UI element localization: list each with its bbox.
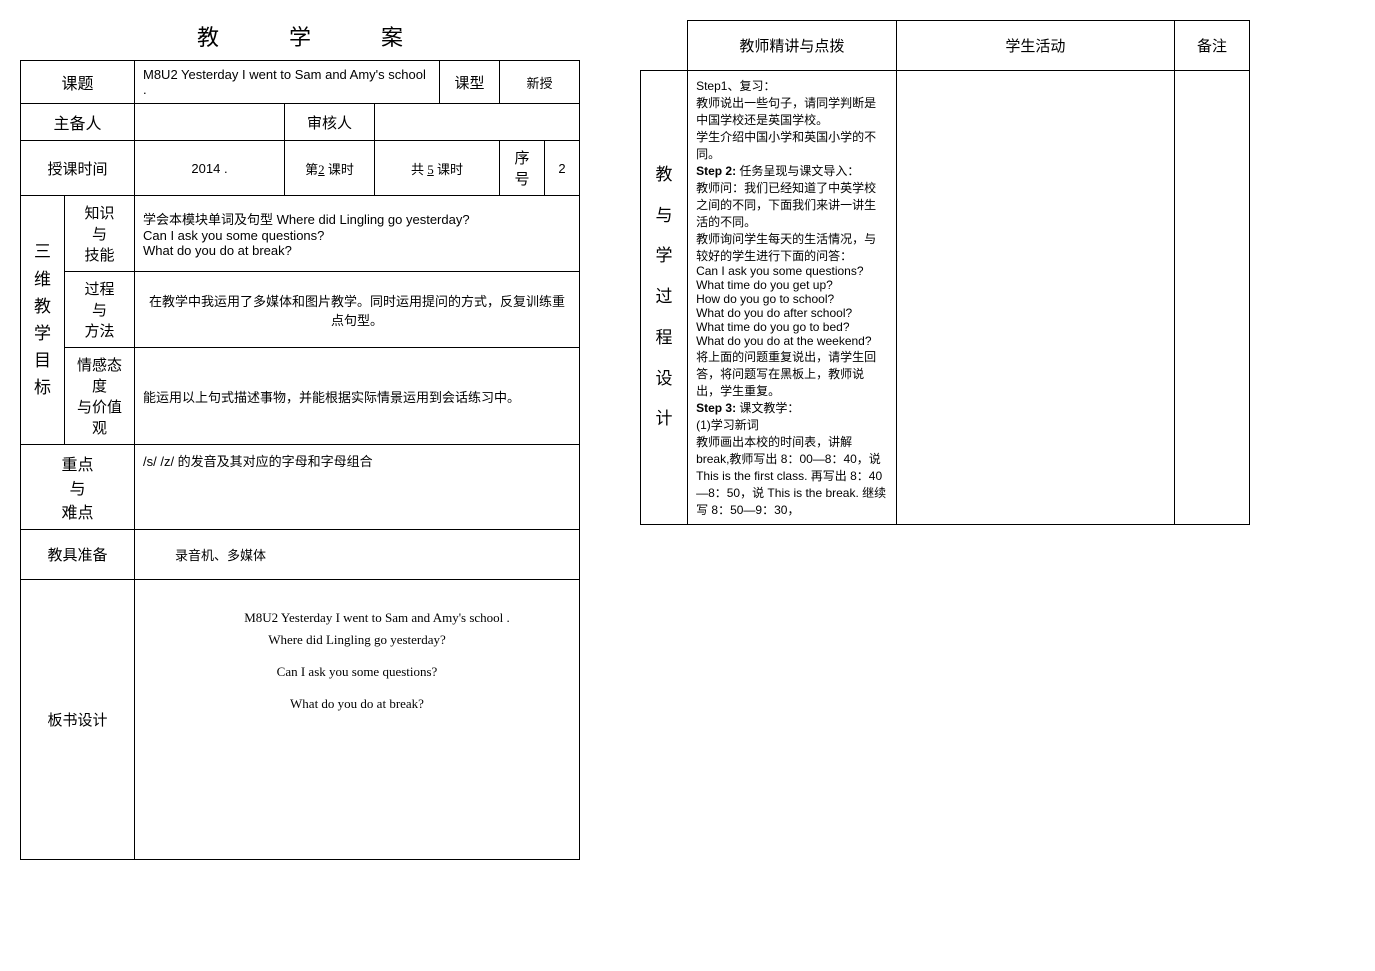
reviewer-value — [375, 104, 580, 141]
keypoint-text: /s/ /z/ 的发音及其对应的字母和字母组合 — [135, 445, 580, 530]
doc-title: 教 学 案 — [20, 20, 580, 52]
row-preparer: 主备人 审核人 — [21, 104, 580, 141]
body-row: 教与学过程设计 Step1、复习： 教师说出一些句子，请同学判断是中国学校还是英… — [641, 71, 1250, 525]
time-year: 2014 . — [135, 141, 285, 196]
knowledge-text: 学会本模块单词及句型 Where did Lingling go yesterd… — [135, 196, 580, 272]
header-row: 教师精讲与点拨 学生活动 备注 — [641, 21, 1250, 71]
row-attitude: 情感态度 与价值观 能运用以上句式描述事物，并能根据实际情景运用到会话练习中。 — [21, 348, 580, 445]
left-page: 教 学 案 课题 M8U2 Yesterday I went to Sam an… — [20, 20, 580, 860]
col-student: 学生活动 — [896, 21, 1174, 71]
tools-text: 录音机、多媒体 — [135, 530, 580, 580]
keypoint-label: 重点 与 难点 — [21, 445, 135, 530]
seq-value: 2 — [545, 141, 580, 196]
period-cell: 第2 课时 — [285, 141, 375, 196]
preparer-label: 主备人 — [21, 104, 135, 141]
student-content — [896, 71, 1174, 525]
preparer-value — [135, 104, 285, 141]
row-time: 授课时间 2014 . 第2 课时 共 5 课时 序号 2 — [21, 141, 580, 196]
tools-label: 教具准备 — [21, 530, 135, 580]
attitude-label: 情感态度 与价值观 — [65, 348, 135, 445]
row-knowledge: 三维教学目标 知识 与 技能 学会本模块单词及句型 Where did Ling… — [21, 196, 580, 272]
knowledge-label: 知识 与 技能 — [65, 196, 135, 272]
seq-label: 序号 — [500, 141, 545, 196]
board-label: 板书设计 — [21, 580, 135, 860]
side-label: 教与学过程设计 — [641, 71, 688, 525]
col-teacher: 教师精讲与点拨 — [688, 21, 897, 71]
type-value: 新授 — [500, 61, 580, 104]
total-cell: 共 5 课时 — [375, 141, 500, 196]
topic-value: M8U2 Yesterday I went to Sam and Amy's s… — [135, 61, 440, 104]
time-label: 授课时间 — [21, 141, 135, 196]
right-page: 教师精讲与点拨 学生活动 备注 教与学过程设计 Step1、复习： 教师说出一些… — [640, 20, 1250, 860]
row-keypoint: 重点 与 难点 /s/ /z/ 的发音及其对应的字母和字母组合 — [21, 445, 580, 530]
row-tools: 教具准备 录音机、多媒体 — [21, 530, 580, 580]
process-label: 过程 与 方法 — [65, 272, 135, 348]
attitude-text: 能运用以上句式描述事物，并能根据实际情景运用到会话练习中。 — [135, 348, 580, 445]
lesson-plan-table: 课题 M8U2 Yesterday I went to Sam and Amy'… — [20, 60, 580, 860]
row-board: 板书设计 M8U2 Yesterday I went to Sam and Am… — [21, 580, 580, 860]
topic-label: 课题 — [21, 61, 135, 104]
board-content: M8U2 Yesterday I went to Sam and Amy's s… — [135, 580, 580, 860]
row-process: 过程 与 方法 在教学中我运用了多媒体和图片教学。同时运用提问的方式，反复训练重… — [21, 272, 580, 348]
goal-col: 三维教学目标 — [21, 196, 65, 445]
row-topic: 课题 M8U2 Yesterday I went to Sam and Amy'… — [21, 61, 580, 104]
process-text: 在教学中我运用了多媒体和图片教学。同时运用提问的方式，反复训练重点句型。 — [135, 272, 580, 348]
col-note: 备注 — [1175, 21, 1250, 71]
type-label: 课型 — [440, 61, 500, 104]
reviewer-label: 审核人 — [285, 104, 375, 141]
process-table: 教师精讲与点拨 学生活动 备注 教与学过程设计 Step1、复习： 教师说出一些… — [640, 20, 1250, 525]
teacher-content: Step1、复习： 教师说出一些句子，请同学判断是中国学校还是英国学校。 学生介… — [688, 71, 897, 525]
note-content — [1175, 71, 1250, 525]
